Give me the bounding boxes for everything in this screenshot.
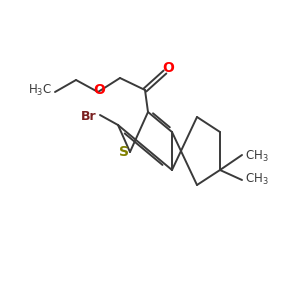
Text: O: O (93, 83, 105, 97)
Text: S: S (119, 145, 129, 159)
Text: CH$_3$: CH$_3$ (245, 148, 269, 164)
Text: O: O (162, 61, 174, 75)
Text: Br: Br (80, 110, 96, 124)
Text: CH$_3$: CH$_3$ (245, 171, 269, 187)
Text: H$_3$C: H$_3$C (28, 82, 52, 98)
